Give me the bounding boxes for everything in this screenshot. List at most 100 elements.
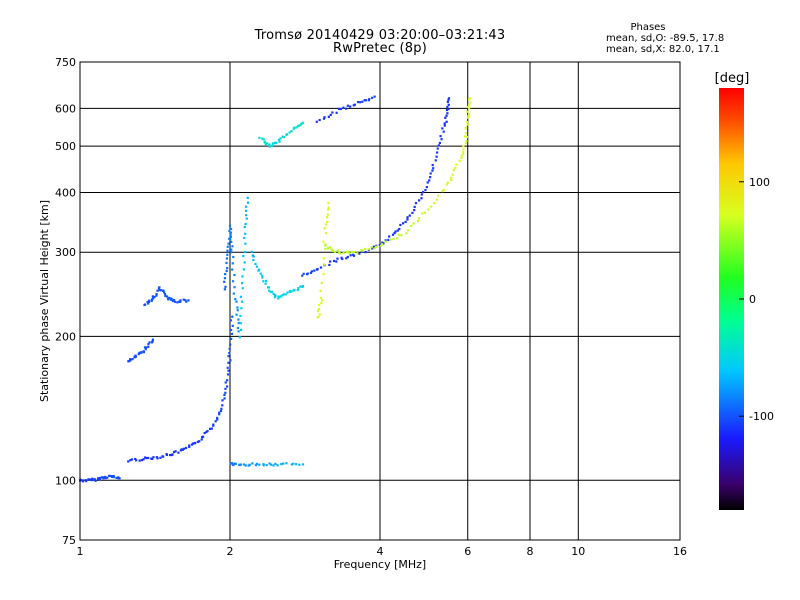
echo-point <box>241 275 244 278</box>
echo-point <box>226 373 230 376</box>
chart-subtitle: RwPretec (8p) <box>333 41 427 56</box>
echo-point <box>228 229 231 233</box>
echo-point <box>436 194 440 197</box>
echo-point <box>100 476 103 479</box>
echo-point <box>245 217 248 220</box>
echo-point <box>214 420 217 423</box>
echo-point <box>330 248 333 251</box>
echo-point <box>324 223 327 226</box>
echo-point <box>151 457 154 461</box>
echo-point <box>151 295 154 298</box>
echo-point <box>356 100 360 104</box>
echo-point <box>144 303 147 306</box>
echo-point <box>281 135 284 138</box>
echo-point <box>364 99 367 102</box>
echo-point <box>231 463 234 466</box>
echo-point <box>346 250 350 253</box>
echo-point <box>203 431 206 435</box>
echo-point <box>244 464 247 467</box>
echo-point <box>318 118 321 122</box>
echo-point <box>327 206 330 209</box>
echo-point <box>91 477 94 480</box>
echo-point <box>224 285 227 288</box>
echo-point <box>243 261 246 264</box>
echo-point <box>232 255 235 259</box>
echo-point <box>424 188 427 192</box>
y-axis-label: Stationary phase Virtual Height [km] <box>38 200 51 402</box>
echo-point <box>170 298 173 301</box>
echo-point <box>370 246 373 249</box>
echo-point <box>290 290 293 293</box>
echo-point <box>388 235 391 238</box>
echo-point <box>241 287 244 290</box>
echo-point <box>240 307 243 310</box>
echo-point <box>455 163 458 166</box>
echo-point <box>432 167 435 170</box>
echo-point <box>465 135 469 139</box>
echo-point <box>406 218 409 221</box>
echo-point <box>269 463 273 466</box>
echo-point <box>226 379 229 382</box>
echo-point <box>239 295 243 298</box>
echo-point <box>142 458 145 461</box>
echo-point <box>165 453 168 456</box>
echo-point <box>208 427 212 431</box>
echo-point <box>151 338 155 341</box>
echo-point <box>143 346 147 349</box>
echo-point <box>322 117 326 120</box>
echo-point <box>349 254 352 257</box>
echo-point <box>313 269 316 272</box>
echo-point <box>144 456 147 459</box>
echo-point <box>164 294 167 298</box>
echo-point <box>399 223 402 227</box>
echo-point <box>230 337 233 341</box>
echo-point <box>406 216 409 219</box>
echo-point <box>297 124 301 127</box>
echo-point <box>323 116 326 119</box>
y-tick-label: 75 <box>62 534 76 547</box>
echo-point <box>421 212 424 215</box>
echo-point <box>356 252 359 255</box>
echo-point <box>429 176 432 179</box>
echo-point <box>245 214 248 217</box>
x-tick-label: 4 <box>377 545 384 558</box>
echo-point <box>460 156 463 160</box>
echo-point <box>177 451 180 454</box>
echo-point <box>240 300 244 303</box>
echo-point <box>440 138 443 141</box>
echo-point <box>281 294 284 297</box>
echo-point <box>265 463 268 467</box>
echo-point <box>290 463 293 466</box>
echo-point <box>109 474 112 478</box>
echo-point <box>465 120 469 124</box>
echo-point <box>274 462 277 465</box>
echo-point <box>345 250 348 254</box>
echo-point <box>468 97 471 100</box>
echo-point <box>106 476 109 479</box>
echo-point <box>129 359 132 362</box>
echo-point <box>467 114 470 118</box>
echo-point <box>327 202 330 205</box>
echo-point <box>320 301 323 305</box>
x-tick-label: 16 <box>673 545 687 558</box>
echo-point <box>372 245 375 248</box>
echo-point <box>306 272 309 275</box>
echo-point <box>232 292 235 295</box>
echo-point <box>237 318 240 321</box>
echo-point <box>268 289 271 292</box>
echo-point <box>167 296 170 300</box>
echo-point <box>416 219 420 223</box>
echo-point <box>280 295 283 298</box>
echo-point <box>437 144 440 147</box>
echo-point <box>329 260 332 263</box>
echo-point <box>435 198 438 201</box>
echo-point <box>466 110 469 113</box>
echo-point <box>301 284 305 288</box>
echo-point <box>465 126 468 129</box>
echo-point <box>231 324 234 327</box>
echo-point <box>93 478 96 481</box>
echo-point <box>224 391 227 394</box>
echo-point <box>276 464 279 467</box>
echo-point <box>191 442 195 445</box>
